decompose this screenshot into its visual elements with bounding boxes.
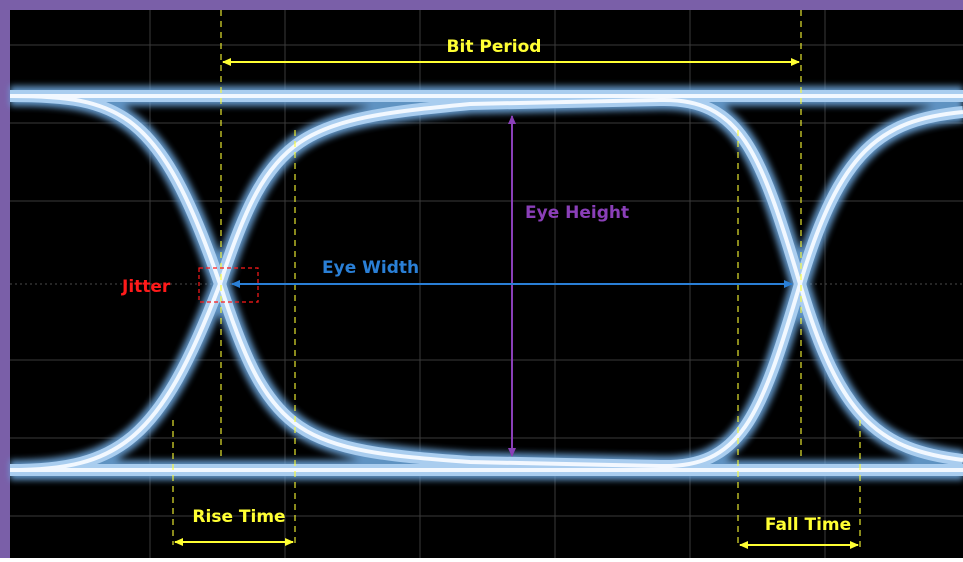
jitter-label: Jitter — [121, 277, 171, 297]
rise-time-label: Rise Time — [192, 507, 285, 527]
eye-width-label: Eye Width — [322, 258, 419, 278]
bit-period-label: Bit Period — [447, 37, 542, 57]
timing-guide-lines — [172, 10, 861, 548]
eye-traces-core — [9, 94, 963, 472]
eye-height-label: Eye Height — [525, 203, 629, 223]
fall-time-label: Fall Time — [765, 515, 851, 535]
jitter-box — [198, 267, 259, 303]
